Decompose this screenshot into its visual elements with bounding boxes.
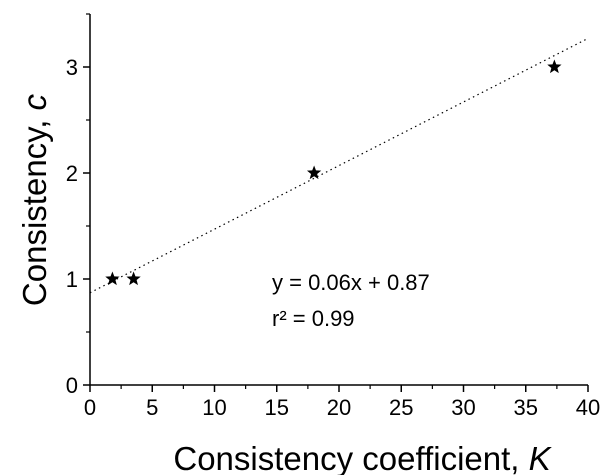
x-axis-title-var: K	[529, 440, 553, 475]
trendline-group	[89, 37, 589, 294]
trendline-equation: y = 0.06x + 0.87	[272, 270, 430, 295]
x-axis-title-text: Consistency coefficient,	[173, 440, 528, 475]
x-tick-label: 0	[84, 395, 96, 420]
y-axis-title: Consistency, c	[16, 93, 53, 306]
x-tick-label: 5	[146, 395, 158, 420]
x-tick-label: 15	[265, 395, 289, 420]
trendline-r-squared: r² = 0.99	[272, 306, 355, 331]
data-point-star	[105, 271, 120, 286]
x-tick-label: 30	[451, 395, 475, 420]
x-tick-label: 20	[327, 395, 351, 420]
y-tick-label: 2	[66, 161, 78, 186]
x-ticks: 0 5 10 15 20 25 30 35 40	[84, 385, 600, 420]
data-points	[105, 59, 562, 286]
y-axis-title-var: c	[16, 93, 53, 110]
trendline	[89, 37, 589, 294]
x-tick-label: 25	[389, 395, 413, 420]
data-point-star	[547, 59, 562, 74]
x-tick-label: 10	[202, 395, 226, 420]
data-point-star	[126, 271, 141, 286]
y-axis-title-text: Consistency,	[16, 110, 53, 306]
data-point-star	[306, 165, 322, 180]
x-tick-label: 35	[514, 395, 538, 420]
x-axis-title: Consistency coefficient, K	[173, 440, 552, 475]
y-ticks: 0 1 2 3	[66, 13, 90, 398]
y-tick-label: 0	[66, 373, 78, 398]
x-tick-label: 40	[576, 395, 600, 420]
y-tick-label: 1	[66, 267, 78, 292]
y-tick-label: 3	[66, 55, 78, 80]
